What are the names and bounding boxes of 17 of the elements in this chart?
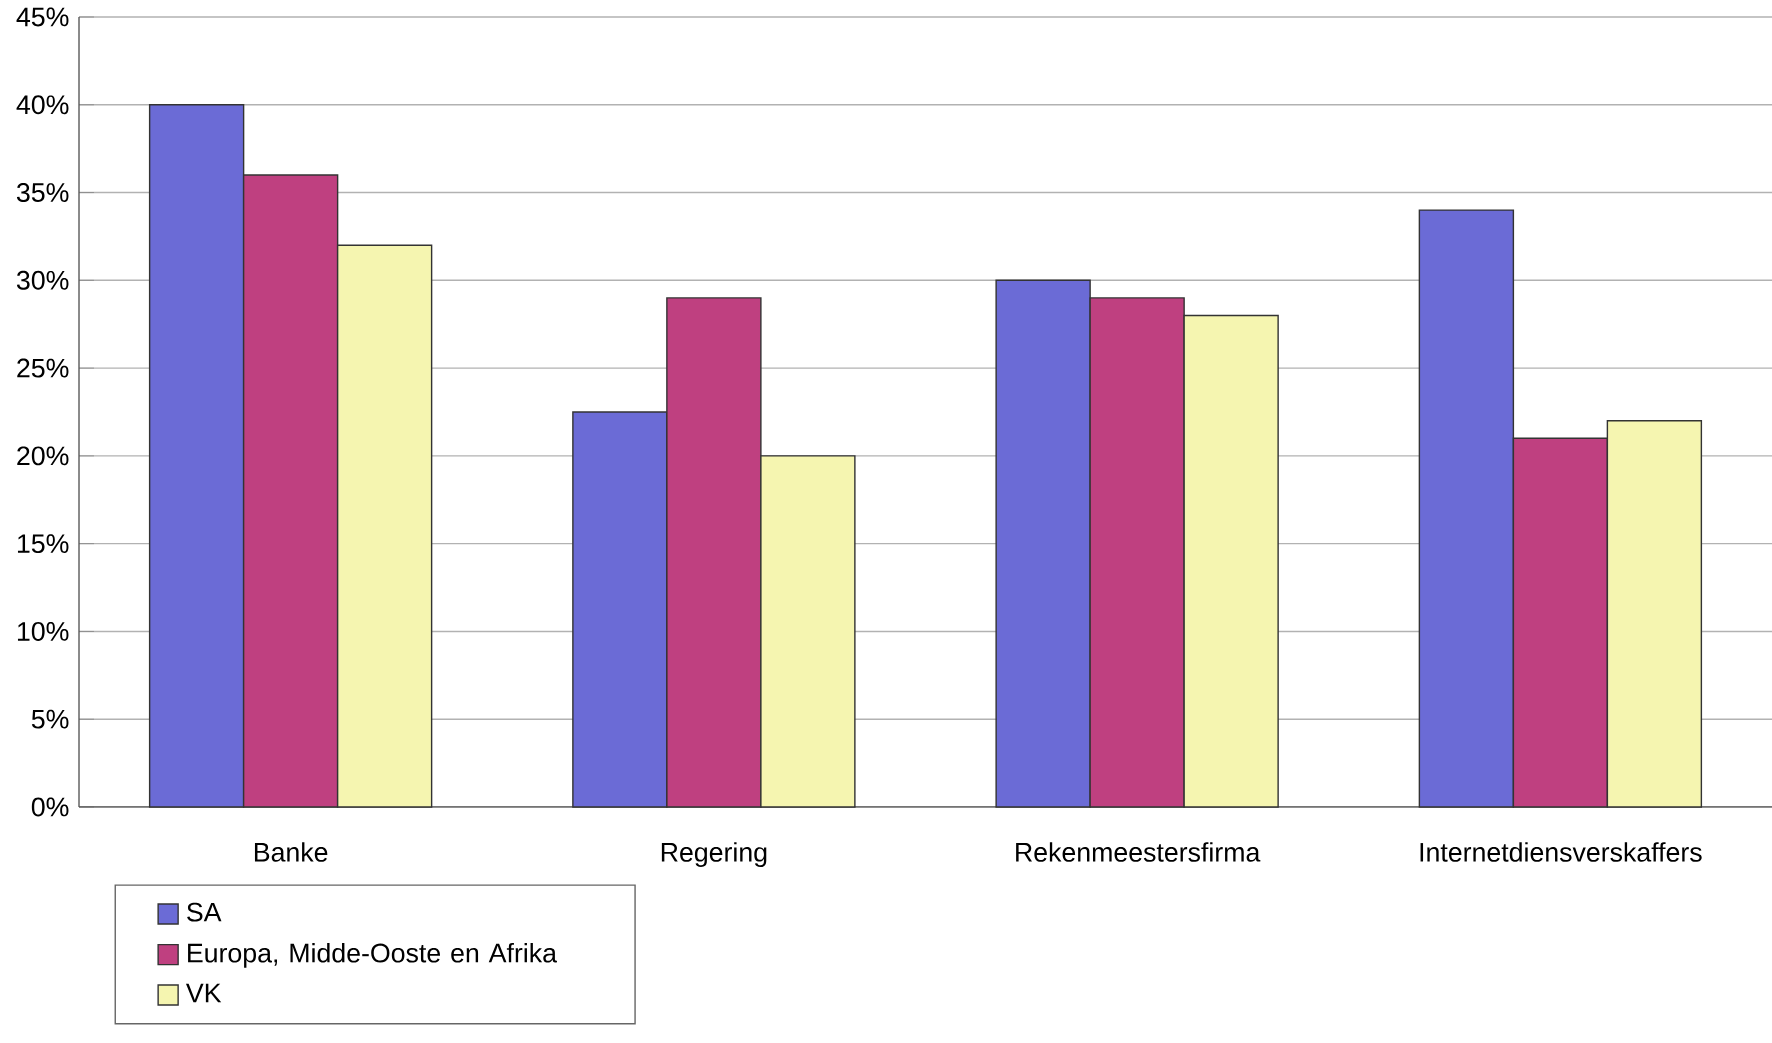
legend-label: Europa, Midde-Ooste en Afrika <box>188 942 557 968</box>
y-tick-label: 0% <box>31 797 69 817</box>
y-tick-label: 25% <box>17 358 69 378</box>
y-tick-label: 30% <box>16 270 69 290</box>
y-tick-label: 15% <box>17 534 69 554</box>
y-tick-label: 5% <box>31 709 69 729</box>
legend-label: VK <box>185 983 222 1003</box>
x-tick-label: Internetdiensverskaffers <box>1420 842 1702 862</box>
y-tick-label: 40% <box>16 95 69 115</box>
x-tick-label: Regering <box>661 842 767 868</box>
y-tick-label: 45% <box>16 7 69 27</box>
legend-label: SA <box>187 902 222 922</box>
y-tick-label: 20% <box>17 446 69 466</box>
y-tick-label: 10% <box>17 621 69 641</box>
y-tick-label: 35% <box>16 183 69 203</box>
x-tick-label: Rekenmeestersfirma <box>1016 842 1261 862</box>
x-tick-label: Banke <box>254 842 328 862</box>
